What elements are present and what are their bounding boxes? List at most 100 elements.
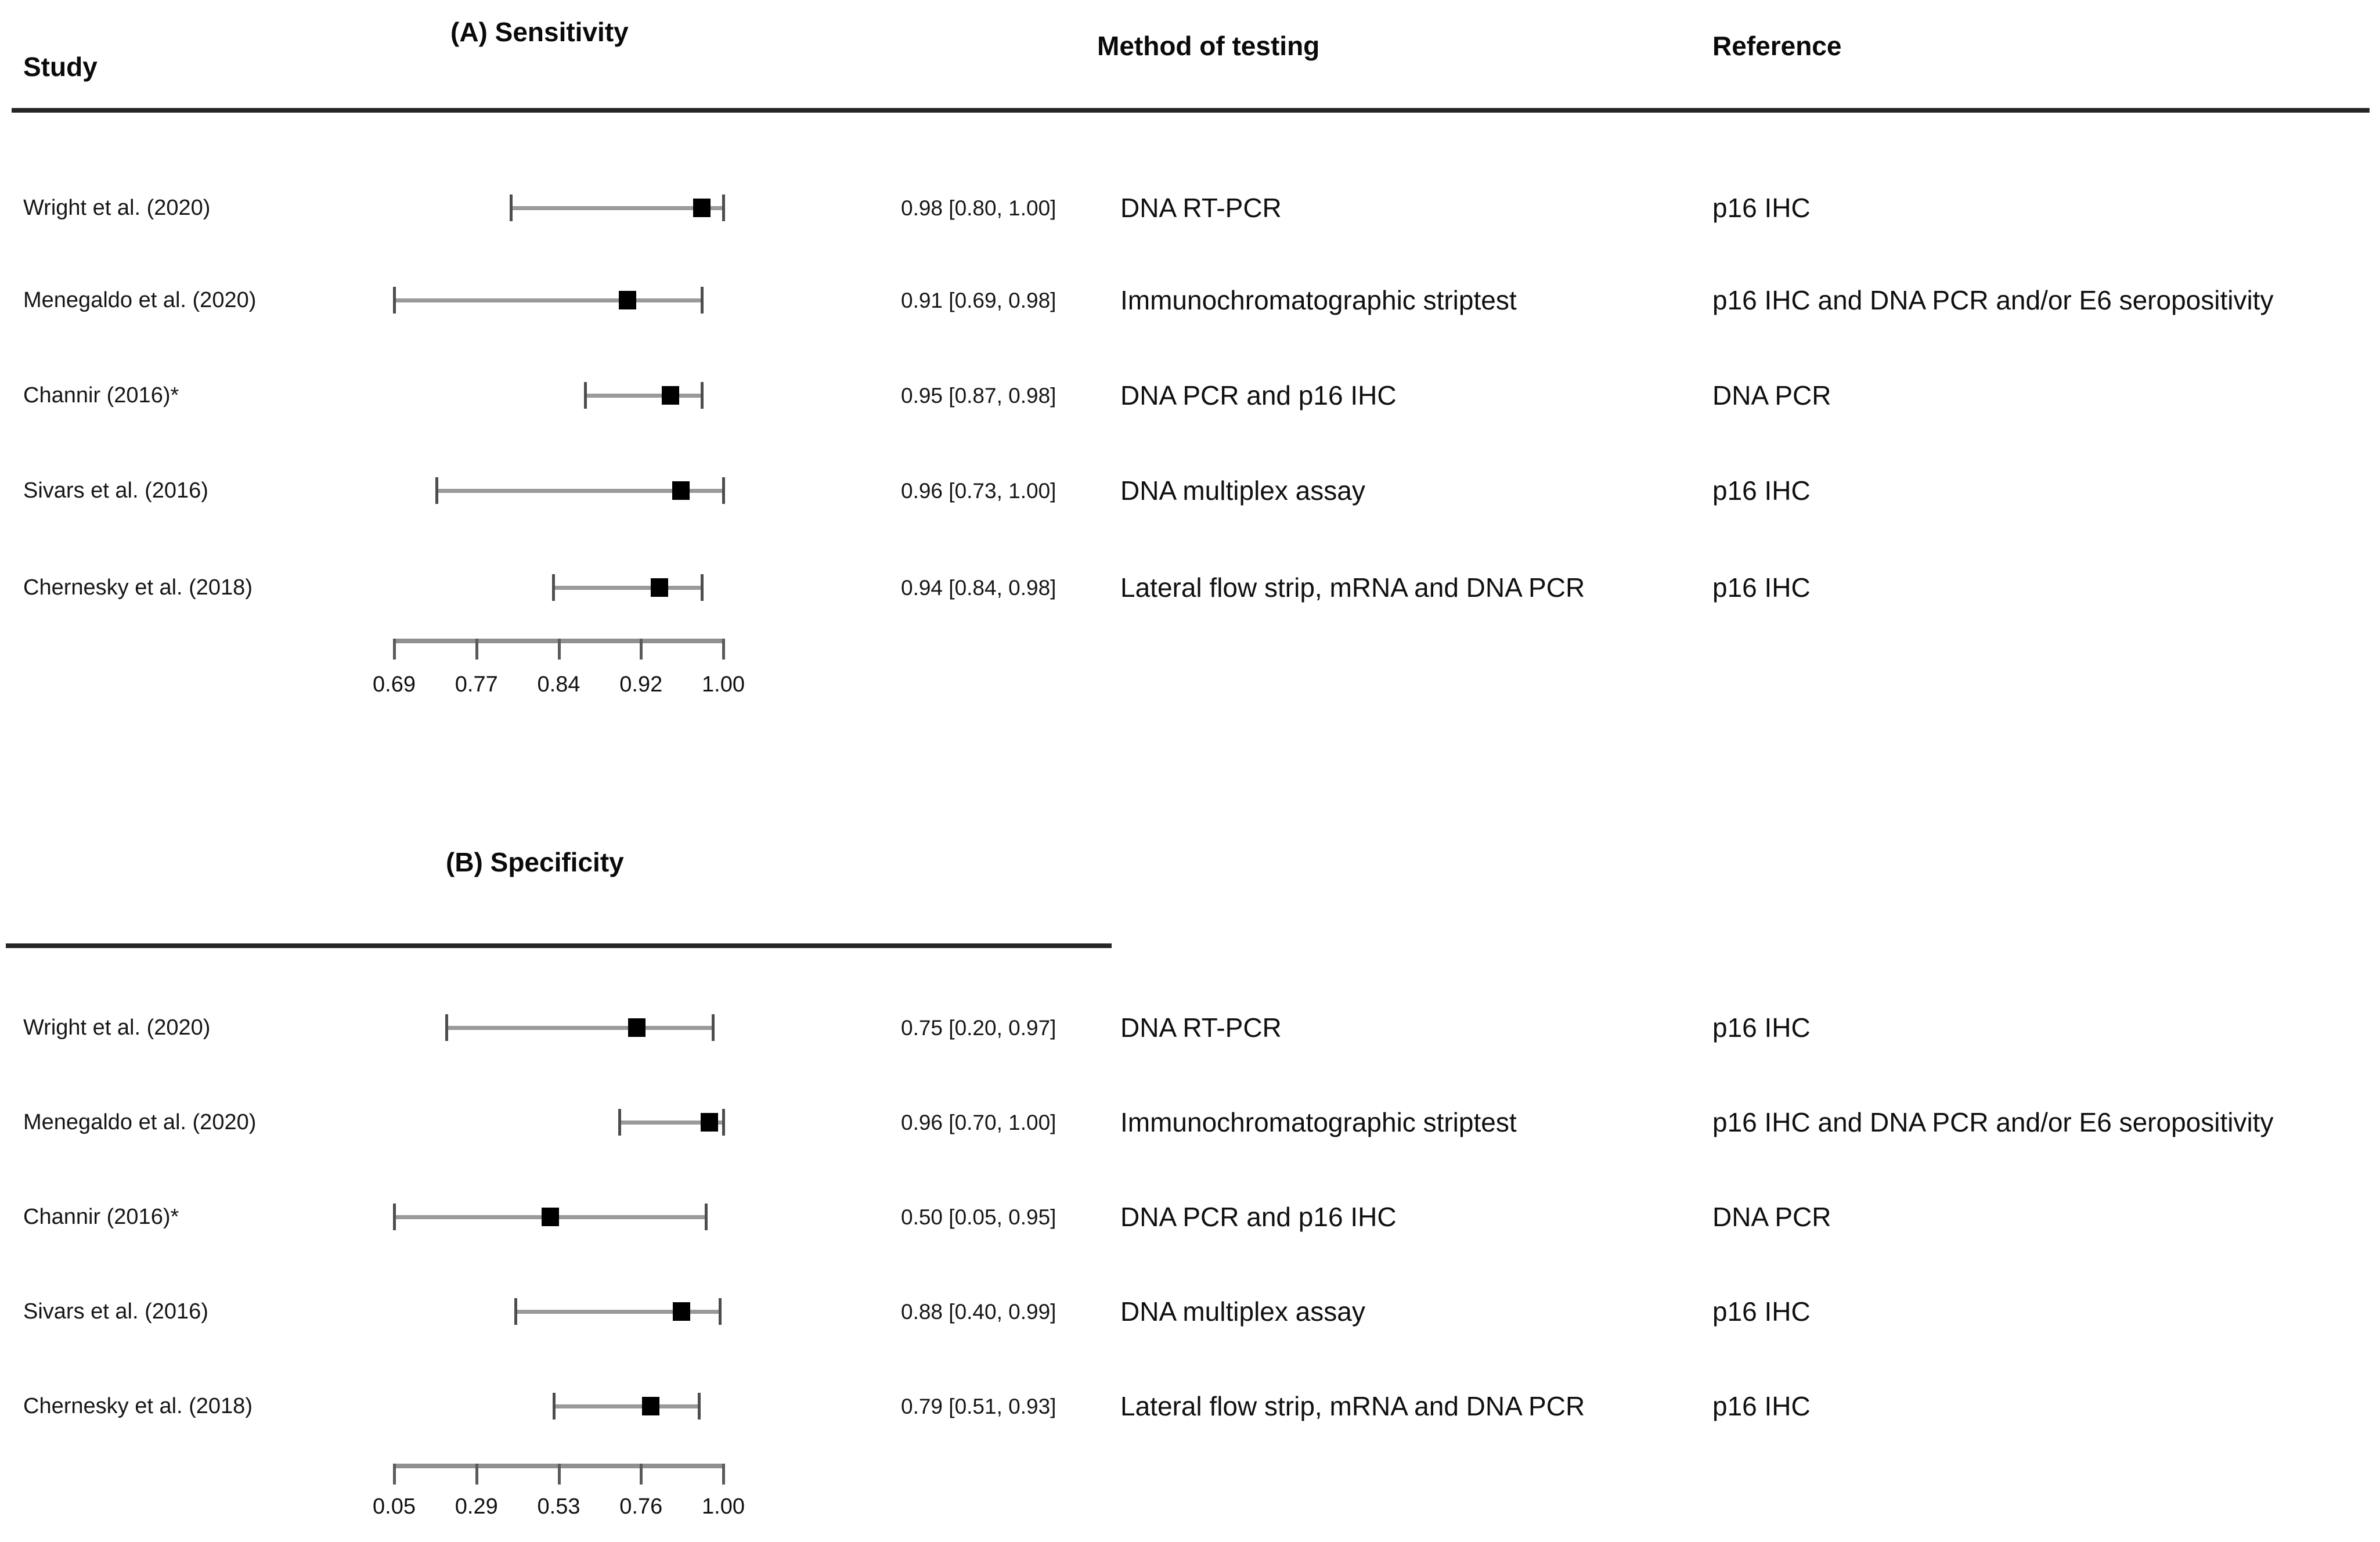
estimate-label: 0.94 [0.84, 0.98]: [901, 576, 1056, 600]
x-axis-tick-label: 0.29: [455, 1494, 498, 1519]
x-axis-tick: [722, 639, 725, 660]
method-cell: DNA multiplex assay: [1120, 475, 1365, 506]
estimate-marker: [701, 1113, 719, 1132]
panel-b-header-rule: [6, 943, 1112, 948]
x-axis-tick-label: 0.53: [537, 1494, 580, 1519]
ci-whisker-high: [712, 1014, 715, 1041]
method-cell: Lateral flow strip, mRNA and DNA PCR: [1120, 572, 1585, 603]
study-label: Menegaldo et al. (2020): [23, 1110, 257, 1134]
ci-interval-line: [553, 1404, 699, 1408]
method-cell: DNA PCR and p16 IHC: [1120, 380, 1397, 410]
estimate-label: 0.98 [0.80, 1.00]: [901, 196, 1056, 220]
reference-cell: p16 IHC and DNA PCR and/or E6 seropositi…: [1712, 1107, 2274, 1137]
study-label: Chernesky et al. (2018): [23, 1394, 253, 1418]
panel-title-b: (B) Specificity: [446, 847, 624, 877]
reference-cell: p16 IHC: [1712, 1296, 1811, 1327]
x-axis-tick: [722, 1464, 725, 1485]
x-axis-tick-label: 1.00: [702, 1494, 745, 1519]
ci-interval-line: [394, 298, 702, 302]
x-axis-tick: [557, 639, 561, 660]
ci-whisker-low: [514, 1298, 517, 1325]
estimate-marker: [641, 1397, 659, 1415]
ci-whisker-low: [445, 1014, 448, 1041]
study-label: Sivars et al. (2016): [23, 1299, 208, 1324]
panel-title-a: (A) Sensitivity: [450, 17, 629, 47]
ci-interval-line: [511, 206, 723, 210]
x-axis-tick: [640, 639, 643, 660]
reference-cell: p16 IHC: [1712, 1013, 1811, 1043]
study-label: Chernesky et al. (2018): [23, 575, 253, 600]
reference-cell: p16 IHC: [1712, 1391, 1811, 1421]
study-label: Sivars et al. (2016): [23, 478, 208, 503]
x-axis-tick: [640, 1464, 643, 1485]
estimate-marker: [693, 199, 711, 217]
ci-whisker-high: [701, 574, 704, 601]
ci-whisker-high: [701, 382, 704, 409]
ci-whisker-low: [393, 1204, 396, 1230]
x-axis-tick: [393, 1464, 396, 1485]
ci-whisker-low: [552, 1393, 556, 1419]
method-cell: DNA RT-PCR: [1120, 1013, 1282, 1043]
reference-cell: DNA PCR: [1712, 380, 1831, 410]
ci-interval-line: [553, 586, 702, 590]
study-label: Menegaldo et al. (2020): [23, 288, 257, 312]
estimate-marker: [672, 481, 690, 500]
x-axis-tick-label: 0.69: [373, 672, 416, 697]
ci-whisker-low: [510, 194, 513, 221]
ci-whisker-high: [722, 1109, 725, 1136]
reference-cell: p16 IHC and DNA PCR and/or E6 seropositi…: [1712, 285, 2274, 315]
ci-whisker-low: [584, 382, 587, 409]
study-label: Wright et al. (2020): [23, 1015, 211, 1040]
ci-whisker-high: [701, 287, 704, 314]
study-label: Wright et al. (2020): [23, 196, 211, 220]
method-cell: DNA PCR and p16 IHC: [1120, 1202, 1397, 1232]
x-axis-tick: [475, 1464, 478, 1485]
estimate-marker: [628, 1018, 646, 1037]
column-header-method: Method of testing: [1097, 31, 1320, 61]
ci-whisker-high: [719, 1298, 722, 1325]
reference-cell: DNA PCR: [1712, 1202, 1831, 1232]
estimate-label: 0.79 [0.51, 0.93]: [901, 1395, 1056, 1418]
x-axis-tick-label: 0.76: [619, 1494, 663, 1519]
estimate-marker: [661, 386, 679, 405]
panel-a-header-rule: [12, 108, 2370, 113]
ci-interval-line: [585, 394, 702, 398]
x-axis-tick-label: 0.84: [537, 672, 580, 697]
reference-cell: p16 IHC: [1712, 193, 1811, 223]
reference-cell: p16 IHC: [1712, 475, 1811, 506]
x-axis-tick-label: 0.77: [455, 672, 498, 697]
ci-whisker-low: [435, 477, 439, 504]
x-axis-tick: [475, 639, 478, 660]
estimate-label: 0.96 [0.73, 1.00]: [901, 479, 1056, 503]
estimate-label: 0.75 [0.20, 0.97]: [901, 1016, 1056, 1040]
method-cell: DNA multiplex assay: [1120, 1296, 1365, 1327]
ci-whisker-high: [722, 194, 725, 221]
estimate-label: 0.95 [0.87, 0.98]: [901, 384, 1056, 408]
ci-interval-line: [437, 489, 723, 493]
ci-whisker-low: [618, 1109, 621, 1136]
ci-whisker-low: [393, 287, 396, 314]
estimate-marker: [673, 1302, 691, 1321]
estimate-label: 0.88 [0.40, 0.99]: [901, 1300, 1056, 1324]
ci-whisker-high: [705, 1204, 708, 1230]
ci-interval-line: [515, 1310, 720, 1314]
method-cell: Immunochromatographic striptest: [1120, 1107, 1517, 1137]
x-axis-tick-label: 0.05: [373, 1494, 416, 1519]
x-axis-tick-label: 1.00: [702, 672, 745, 697]
estimate-label: 0.50 [0.05, 0.95]: [901, 1205, 1056, 1229]
ci-interval-line: [619, 1121, 723, 1125]
method-cell: Lateral flow strip, mRNA and DNA PCR: [1120, 1391, 1585, 1421]
method-cell: Immunochromatographic striptest: [1120, 285, 1517, 315]
x-axis-tick-label: 0.92: [619, 672, 663, 697]
reference-cell: p16 IHC: [1712, 572, 1811, 603]
study-label: Channir (2016)*: [23, 1205, 179, 1229]
study-label: Channir (2016)*: [23, 383, 179, 408]
estimate-marker: [651, 578, 669, 597]
ci-interval-line: [446, 1026, 713, 1030]
estimate-label: 0.96 [0.70, 1.00]: [901, 1111, 1056, 1134]
column-header-reference: Reference: [1712, 31, 1842, 61]
estimate-marker: [619, 291, 637, 309]
ci-whisker-high: [698, 1393, 701, 1419]
ci-whisker-low: [552, 574, 556, 601]
